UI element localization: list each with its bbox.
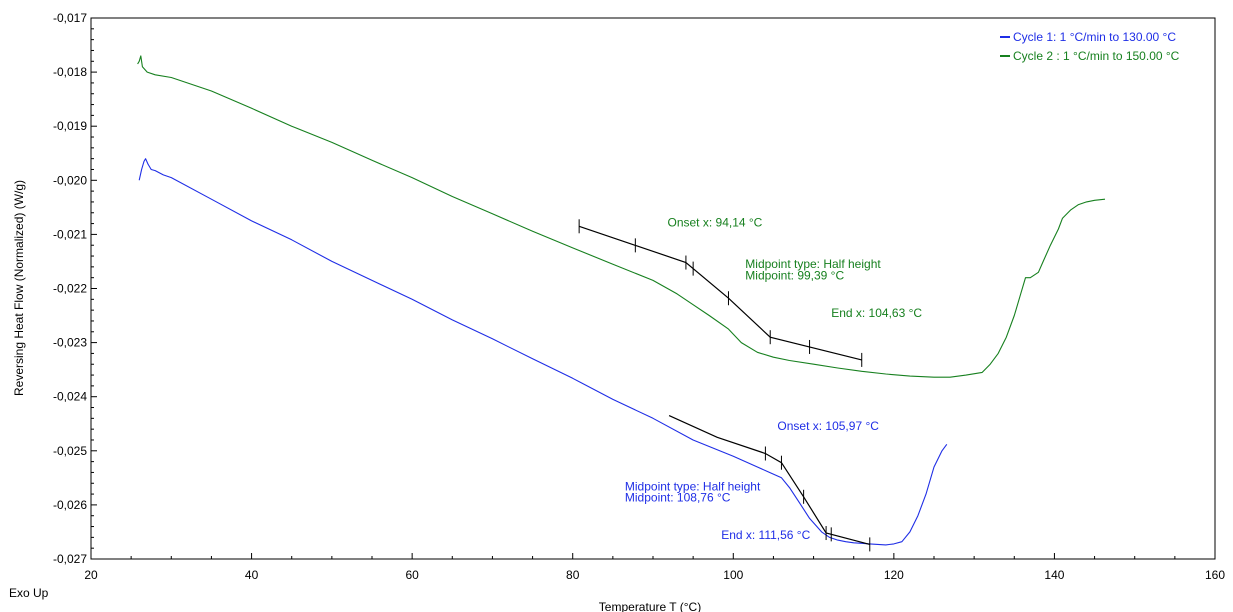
series-line-cycle-2 <box>137 55 1106 378</box>
annotation-label: End x: 104,63 °C <box>831 306 922 320</box>
tangent-layer <box>578 219 871 552</box>
annotation-label: Midpoint: 99,39 °C <box>745 268 844 282</box>
y-tick-label: -0,027 <box>53 552 87 566</box>
plot-area <box>90 17 1216 560</box>
x-tick-label: 40 <box>245 568 259 582</box>
annotation-label: Midpoint type: Half height <box>745 257 881 271</box>
y-tick-label: -0,022 <box>53 282 87 296</box>
annotation-label: Midpoint type: Half height <box>625 479 761 493</box>
x-tick-label: 160 <box>1205 568 1225 582</box>
y-tick-label: -0,025 <box>53 444 87 458</box>
annotation-label: End x: 111,56 °C <box>721 528 810 542</box>
legend: Cycle 1: 1 °C/min to 130.00 °C Cycle 2 :… <box>1000 30 1180 63</box>
y-tick-label: -0,026 <box>53 498 87 512</box>
x-tick-label: 80 <box>566 568 580 582</box>
annotation-layer: Onset x: 94,14 °C Midpoint type: Half hei… <box>625 215 922 542</box>
y-tick-label: -0,019 <box>53 119 87 133</box>
x-tick-label: 20 <box>84 568 98 582</box>
y-tick-label: -0,024 <box>53 390 87 404</box>
x-tick-label: 120 <box>884 568 904 582</box>
annotation-label: Midpoint: 108,76 °C <box>625 491 731 505</box>
x-tick-label: 60 <box>405 568 419 582</box>
x-tick-label: 100 <box>723 568 743 582</box>
annotation-label: Onset x: 94,14 °C <box>668 215 763 229</box>
y-tick-label: -0,023 <box>53 336 87 350</box>
series-layer <box>137 55 1106 546</box>
annotation-label: Onset x: 105,97 °C <box>777 419 879 433</box>
series-line-cycle-1 <box>138 158 948 546</box>
axis-ticks: -0,017 -0,018 -0,019 -0,020 -0,021 -0,022 -0,0… <box>53 11 1225 582</box>
y-axis-title: Reversing Heat Flow (Normalized) (W/g) <box>12 180 26 396</box>
y-tick-label: -0,021 <box>53 227 87 241</box>
x-tick-label: 140 <box>1044 568 1064 582</box>
y-tick-label: -0,018 <box>53 65 87 79</box>
y-tick-label: -0,020 <box>53 173 87 187</box>
corner-label-exo-up: Exo Up <box>9 586 49 600</box>
y-tick-label: -0,017 <box>53 11 87 25</box>
legend-label-cycle-2: Cycle 2 : 1 °C/min to 150.00 °C <box>1013 49 1180 63</box>
x-axis-title: Temperature T (°C) <box>599 600 701 612</box>
legend-label-cycle-1: Cycle 1: 1 °C/min to 130.00 °C <box>1013 30 1176 44</box>
